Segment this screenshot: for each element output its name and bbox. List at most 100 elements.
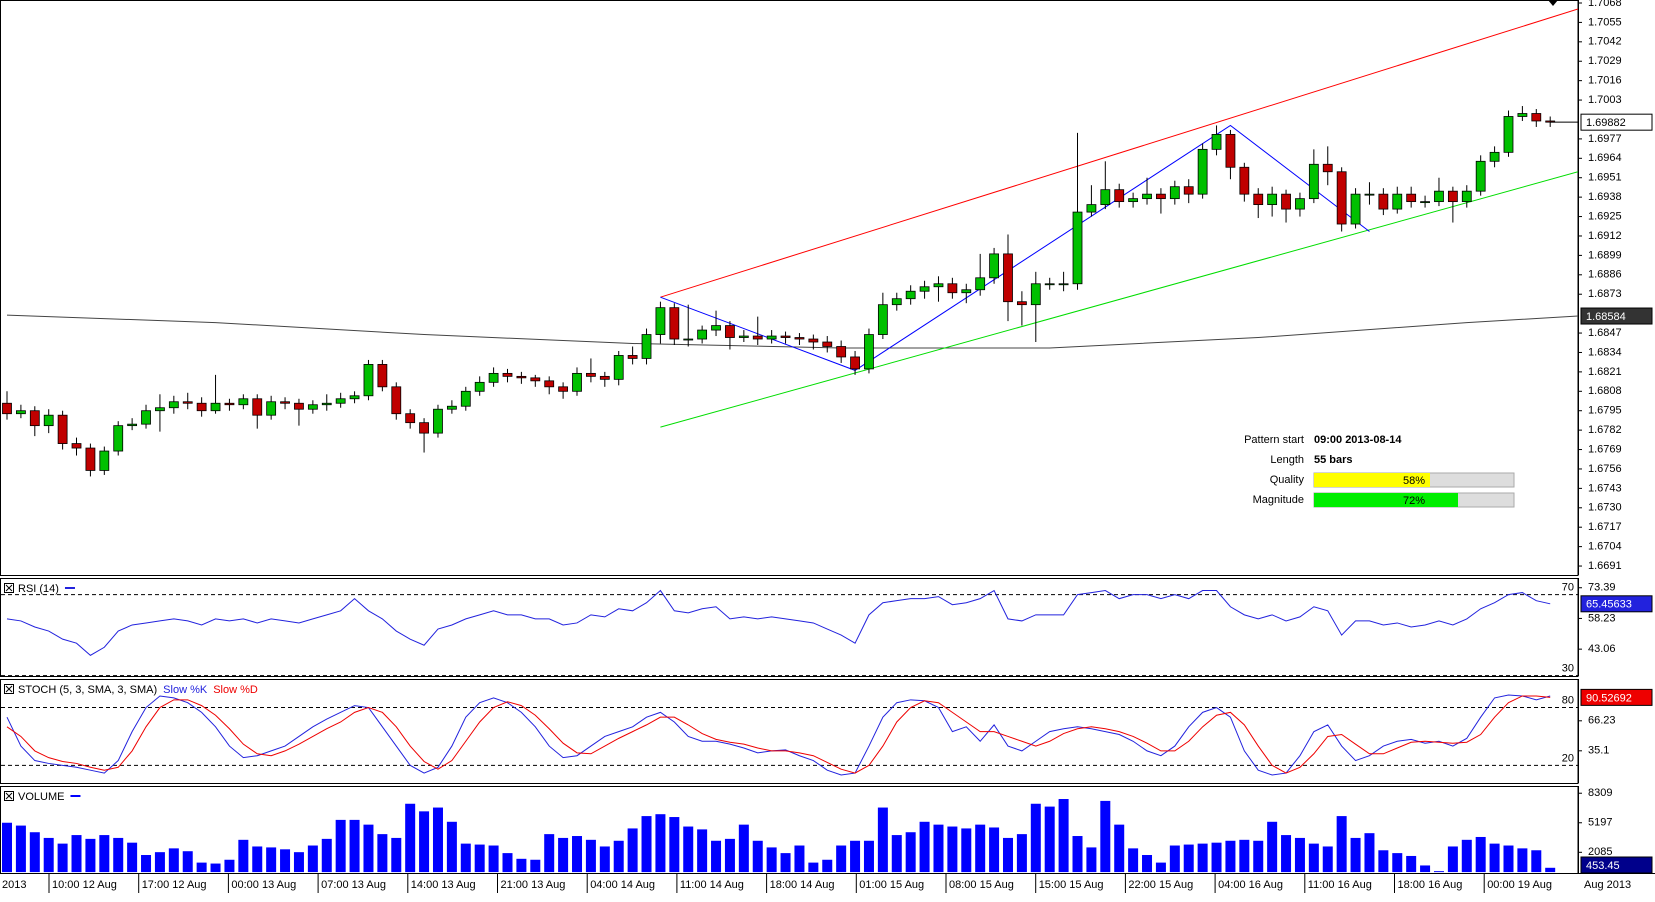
candle-body	[752, 335, 763, 340]
volume-bar	[961, 828, 972, 873]
volume-bar	[57, 843, 68, 873]
candle-body	[794, 337, 805, 340]
volume-bar	[1114, 824, 1125, 873]
x-tick-label: 08:00 15 Aug	[949, 879, 1014, 891]
candle-body	[182, 401, 193, 404]
candle-body	[1044, 283, 1055, 286]
volume-bar	[655, 814, 666, 873]
y-tick-label: 1.6782	[1588, 424, 1622, 436]
candle-body	[1378, 193, 1389, 210]
y-tick-label: 1.6886	[1588, 269, 1622, 281]
candle-body	[1475, 160, 1486, 192]
y-tick-label: 1.6769	[1588, 443, 1622, 455]
volume-bar	[1002, 837, 1013, 873]
info-label: Quality	[1270, 474, 1305, 486]
volume-bar	[599, 846, 610, 873]
volume-bar	[1406, 855, 1417, 873]
volume-bar	[585, 839, 596, 873]
candle-body	[1434, 190, 1444, 203]
candle-body	[1392, 193, 1403, 210]
panel-title: RSI (14)	[18, 583, 59, 595]
y-tick-label: 1.7016	[1588, 75, 1622, 87]
y-tick-label: 1.6834	[1588, 346, 1622, 358]
volume-bar	[724, 838, 735, 873]
candle-body	[1447, 190, 1458, 203]
candle-body	[599, 375, 610, 380]
candle-body	[1461, 190, 1472, 203]
x-axis-label: Aug 2013	[1584, 879, 1631, 891]
candle-body	[363, 364, 374, 397]
candle-body	[29, 410, 40, 427]
candle-body	[1058, 283, 1069, 286]
candle-body	[224, 402, 235, 406]
y-tick-label: 1.6808	[1588, 385, 1622, 397]
legend-entry: Slow %D	[213, 684, 258, 696]
volume-bar	[307, 845, 318, 873]
y-tick-label: 1.6977	[1588, 133, 1622, 145]
candle-body	[1503, 116, 1514, 153]
volume-bar	[85, 838, 96, 873]
volume-bar	[1211, 842, 1222, 873]
volume-bar	[697, 829, 708, 873]
candle-body	[1308, 163, 1319, 200]
volume-bar	[1433, 871, 1444, 873]
candle-body	[627, 355, 638, 359]
candle-body	[989, 253, 999, 279]
candle-body	[488, 372, 499, 383]
volume-bar	[711, 840, 722, 873]
candle-body	[1336, 171, 1347, 225]
level-label: 30	[1562, 663, 1574, 675]
volume-bar	[822, 859, 833, 873]
x-tick-label: 01:00 15 Aug	[859, 879, 924, 891]
volume-bar	[1531, 850, 1542, 873]
volume-bar	[29, 832, 40, 873]
candle-body	[2, 402, 12, 415]
volume-bar	[419, 811, 430, 873]
candle-body	[1364, 193, 1375, 196]
panel-icon-cross	[5, 792, 13, 800]
level-label: 20	[1562, 752, 1574, 764]
candle-body	[238, 398, 249, 406]
volume-bar	[1503, 845, 1514, 873]
candle-body	[697, 329, 708, 340]
candle-body	[1225, 134, 1236, 168]
candle-body	[377, 364, 388, 388]
y-tick-label: 1.6938	[1588, 191, 1622, 203]
volume-bar	[891, 835, 902, 873]
candle-body	[321, 402, 332, 406]
volume-bar	[1475, 836, 1486, 873]
candle-body	[252, 398, 263, 416]
y-tick-label: 66.23	[1588, 715, 1616, 727]
volume-bar	[252, 846, 263, 873]
info-value: 09:00 2013-08-14	[1314, 434, 1402, 446]
volume-bar	[1364, 833, 1375, 873]
x-tick-label: 18:00 14 Aug	[770, 879, 835, 891]
volume-bar	[919, 821, 930, 873]
volume-bar	[335, 819, 346, 873]
candle-body	[405, 413, 416, 424]
volume-bar	[446, 821, 457, 873]
y-tick-label: 1.6704	[1588, 541, 1622, 553]
volume-bar	[363, 824, 374, 873]
candle-body	[307, 404, 318, 410]
volume-bar	[1155, 862, 1166, 873]
value-box	[1580, 688, 1653, 706]
candle-body	[1295, 198, 1305, 210]
candle-body	[16, 410, 26, 415]
volume-bar	[1350, 837, 1361, 873]
volume-bar	[43, 837, 54, 873]
indicator-line	[6, 589, 1551, 656]
top-marker	[1548, 0, 1558, 6]
volume-bar	[1225, 840, 1236, 873]
candle-body	[1030, 283, 1041, 306]
x-tick-label: 15:00 15 Aug	[1039, 879, 1104, 891]
x-tick-label: 11:00 16 Aug	[1308, 879, 1372, 891]
candle-body	[544, 380, 555, 388]
volume-bar	[266, 847, 277, 873]
volume-bar	[975, 824, 986, 873]
volume-bar	[738, 824, 749, 873]
candle-body	[947, 283, 958, 294]
info-label: Magnitude	[1253, 494, 1304, 506]
y-tick-label: 73.39	[1588, 582, 1616, 594]
